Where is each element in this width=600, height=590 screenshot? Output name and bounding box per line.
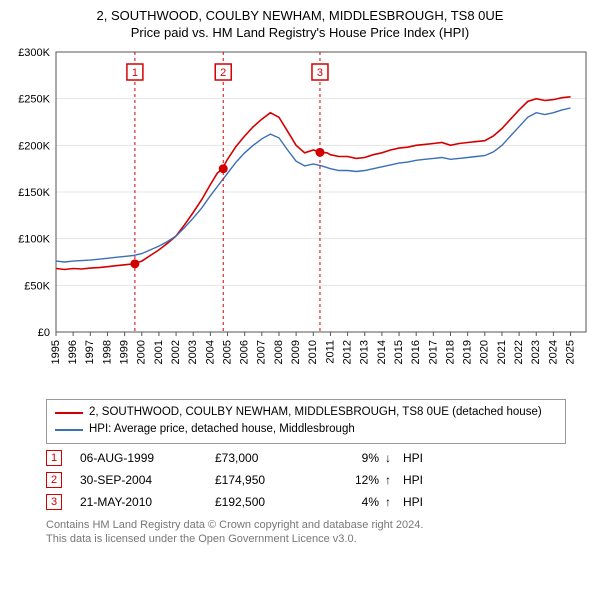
- svg-text:1996: 1996: [67, 340, 79, 364]
- attribution: Contains HM Land Registry data © Crown c…: [46, 518, 566, 548]
- svg-text:2007: 2007: [256, 340, 268, 364]
- svg-text:2017: 2017: [427, 340, 439, 364]
- svg-text:2022: 2022: [513, 340, 525, 364]
- chart-title: 2, SOUTHWOOD, COULBY NEWHAM, MIDDLESBROU…: [10, 8, 590, 40]
- svg-text:2018: 2018: [444, 340, 456, 364]
- svg-text:2013: 2013: [359, 340, 371, 364]
- svg-text:2014: 2014: [376, 340, 388, 364]
- chart-svg: £0 £50K £100K £150K £200K £250K £300K 1995 1996 1…: [10, 46, 590, 391]
- svg-text:2004: 2004: [204, 340, 216, 364]
- legend-swatch-hpi: [55, 429, 83, 431]
- event-price-2: £174,950: [215, 473, 315, 487]
- event-pct-3: 4%: [315, 495, 385, 509]
- svg-text:2003: 2003: [187, 340, 199, 364]
- event-row-2: 2 30-SEP-2004 £174,950 12% ↑ HPI: [46, 472, 590, 488]
- event-pct-1: 9%: [315, 451, 385, 465]
- event-arrow-1: ↓: [385, 451, 403, 465]
- svg-text:2023: 2023: [530, 340, 542, 364]
- svg-text:1: 1: [132, 67, 138, 79]
- sale-events: 1 06-AUG-1999 £73,000 9% ↓ HPI 2 30-SEP-…: [46, 450, 590, 510]
- event-marker-1: 1: [46, 450, 62, 466]
- legend-label-hpi: HPI: Average price, detached house, Midd…: [89, 421, 355, 438]
- svg-text:£150K: £150K: [18, 187, 50, 199]
- svg-text:2006: 2006: [239, 340, 251, 364]
- svg-text:2005: 2005: [221, 340, 233, 364]
- svg-text:2015: 2015: [393, 340, 405, 364]
- attribution-line-1: Contains HM Land Registry data © Crown c…: [46, 518, 566, 533]
- svg-text:£200K: £200K: [18, 140, 50, 152]
- svg-text:2019: 2019: [462, 340, 474, 364]
- legend-label-property: 2, SOUTHWOOD, COULBY NEWHAM, MIDDLESBROU…: [89, 404, 542, 421]
- svg-text:2016: 2016: [410, 340, 422, 364]
- event-date-3: 21-MAY-2010: [80, 495, 215, 509]
- price-chart: £0 £50K £100K £150K £200K £250K £300K 1995 1996 1…: [10, 46, 590, 391]
- legend: 2, SOUTHWOOD, COULBY NEWHAM, MIDDLESBROU…: [46, 399, 566, 444]
- svg-text:£100K: £100K: [18, 234, 50, 246]
- legend-row-property: 2, SOUTHWOOD, COULBY NEWHAM, MIDDLESBROU…: [55, 404, 557, 421]
- svg-text:2: 2: [220, 67, 226, 79]
- svg-text:£300K: £300K: [18, 47, 50, 59]
- event-price-3: £192,500: [215, 495, 315, 509]
- event-vs-3: HPI: [403, 495, 423, 509]
- svg-text:2009: 2009: [290, 340, 302, 364]
- svg-text:2021: 2021: [496, 340, 508, 364]
- event-date-1: 06-AUG-1999: [80, 451, 215, 465]
- event-arrow-2: ↑: [385, 473, 403, 487]
- svg-text:3: 3: [317, 67, 323, 79]
- event-row-3: 3 21-MAY-2010 £192,500 4% ↑ HPI: [46, 494, 590, 510]
- svg-text:2024: 2024: [547, 340, 559, 364]
- event-vs-2: HPI: [403, 473, 423, 487]
- event-marker-3: 3: [46, 494, 62, 510]
- svg-text:2020: 2020: [479, 340, 491, 364]
- attribution-line-2: This data is licensed under the Open Gov…: [46, 532, 566, 547]
- svg-text:2002: 2002: [170, 340, 182, 364]
- event-arrow-3: ↑: [385, 495, 403, 509]
- event-marker-2: 2: [46, 472, 62, 488]
- svg-text:2025: 2025: [564, 340, 576, 364]
- svg-text:2008: 2008: [273, 340, 285, 364]
- svg-text:1999: 1999: [119, 340, 131, 364]
- svg-text:1997: 1997: [84, 340, 96, 364]
- svg-text:1998: 1998: [101, 340, 113, 364]
- event-vs-1: HPI: [403, 451, 423, 465]
- svg-text:2012: 2012: [341, 340, 353, 364]
- svg-text:2011: 2011: [324, 340, 336, 364]
- svg-text:£50K: £50K: [24, 280, 50, 292]
- svg-text:£0: £0: [38, 327, 50, 339]
- event-date-2: 30-SEP-2004: [80, 473, 215, 487]
- title-line-1: 2, SOUTHWOOD, COULBY NEWHAM, MIDDLESBROU…: [10, 8, 590, 23]
- event-pct-2: 12%: [315, 473, 385, 487]
- svg-text:1995: 1995: [50, 340, 62, 364]
- event-price-1: £73,000: [215, 451, 315, 465]
- svg-text:2001: 2001: [153, 340, 165, 364]
- svg-text:£250K: £250K: [18, 94, 50, 106]
- legend-swatch-property: [55, 412, 83, 414]
- legend-row-hpi: HPI: Average price, detached house, Midd…: [55, 421, 557, 438]
- svg-text:2000: 2000: [136, 340, 148, 364]
- event-row-1: 1 06-AUG-1999 £73,000 9% ↓ HPI: [46, 450, 590, 466]
- title-line-2: Price paid vs. HM Land Registry's House …: [10, 25, 590, 40]
- svg-text:2010: 2010: [307, 340, 319, 364]
